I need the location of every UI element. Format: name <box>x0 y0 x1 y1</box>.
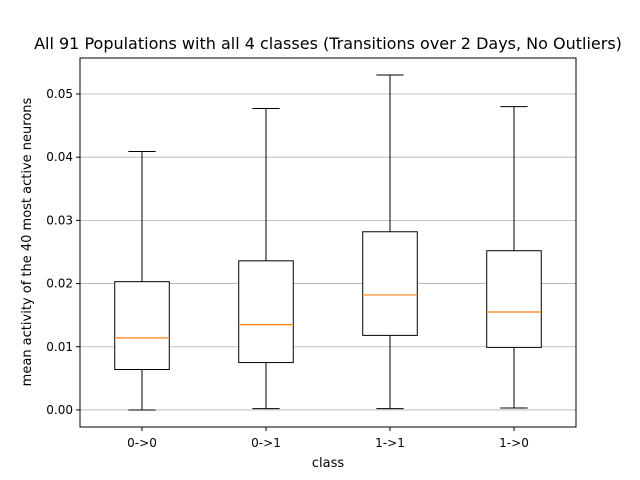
x-tick-label: 1->1 <box>375 436 405 450</box>
x-axis-label: class <box>312 456 344 471</box>
y-tick-label: 0.03 <box>46 213 73 227</box>
x-tick-label: 0->1 <box>251 436 281 450</box>
tick-layer: 0.00 0.01 0.02 0.03 0.04 0.05 0->0 0->1 1->1 1->0 <box>46 87 529 450</box>
y-tick-label: 0.00 <box>46 403 73 417</box>
y-axis-label: mean activity of the 40 most active neur… <box>20 97 35 386</box>
iqr-box <box>114 281 170 371</box>
iqr-box <box>486 250 542 348</box>
iqr-box <box>362 231 418 336</box>
y-tick-label: 0.04 <box>46 150 73 164</box>
box-1->1 <box>362 74 418 410</box>
plot-frame <box>79 57 577 428</box>
x-tick-label: 1->0 <box>499 436 529 450</box>
box-layer <box>114 74 542 411</box>
iqr-box <box>238 260 294 364</box>
y-tick-label: 0.01 <box>46 340 73 354</box>
box-0->1 <box>238 108 294 410</box>
y-tick-label: 0.02 <box>46 277 73 291</box>
chart-title: All 91 Populations with all 4 classes (T… <box>34 34 622 53</box>
box-0->0 <box>114 151 170 411</box>
y-tick-label: 0.05 <box>46 87 73 101</box>
x-tick-label: 0->0 <box>127 436 157 450</box>
box-1->0 <box>486 106 542 409</box>
